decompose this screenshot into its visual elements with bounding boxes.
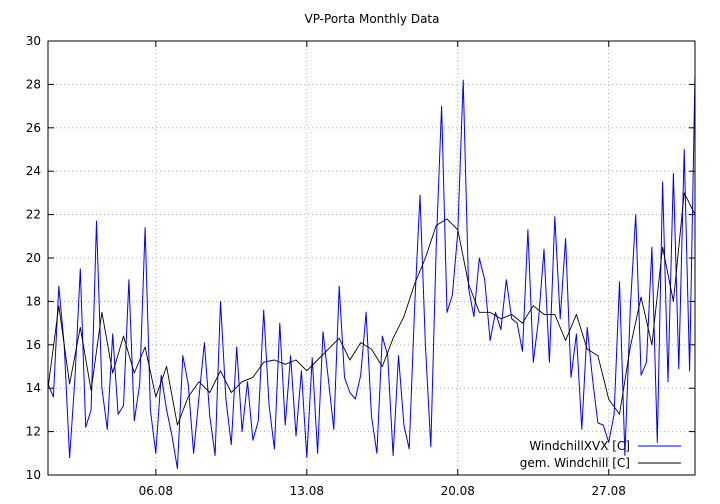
x-tick-label: 27.08 (592, 484, 626, 498)
y-tick-label: 16 (26, 338, 41, 352)
series-lines (47, 73, 696, 469)
legend-label-windchill: WindchillXVX [C] (529, 439, 630, 453)
x-tick-label: 06.08 (139, 484, 173, 498)
y-tick-label: 20 (26, 251, 41, 265)
y-tick-label: 28 (26, 77, 41, 91)
y-tick-label: 26 (26, 121, 41, 135)
y-tick-label: 30 (26, 34, 41, 48)
y-tick-label: 18 (26, 294, 41, 308)
y-axis-ticks: 10 12 14 16 18 20 22 24 26 28 30 (26, 34, 695, 482)
series-line-gem-windchill (47, 192, 696, 426)
x-tick-label: 20.08 (441, 484, 475, 498)
grid-lines (48, 41, 695, 475)
y-tick-label: 24 (26, 164, 41, 178)
legend-label-gem-windchill: gem. Windchill [C] (520, 456, 630, 470)
y-tick-label: 10 (26, 468, 41, 482)
series-line-windchill (47, 73, 696, 469)
y-tick-label: 22 (26, 208, 41, 222)
legend: WindchillXVX [C] gem. Windchill [C] (520, 439, 681, 470)
y-tick-label: 14 (26, 381, 41, 395)
chart-title: VP-Porta Monthly Data (305, 12, 440, 26)
x-axis-ticks: 06.08 13.08 20.08 27.08 (139, 41, 626, 498)
y-tick-label: 12 (26, 425, 41, 439)
x-tick-label: 13.08 (290, 484, 324, 498)
plot-frame (47, 40, 696, 476)
